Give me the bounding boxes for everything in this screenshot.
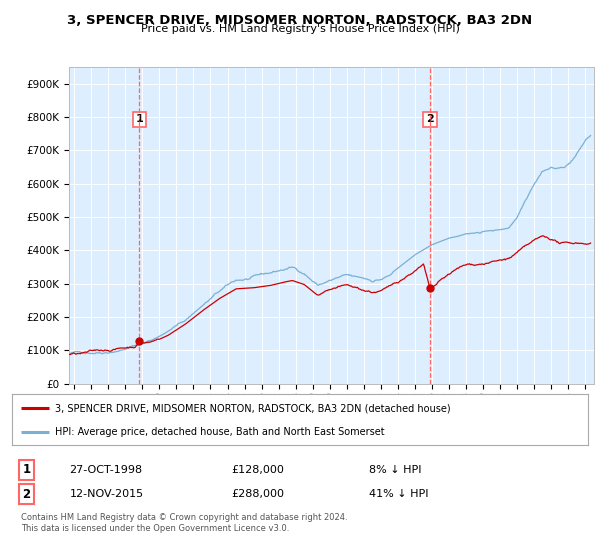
Text: 1: 1 [22,463,31,477]
Text: 3, SPENCER DRIVE, MIDSOMER NORTON, RADSTOCK, BA3 2DN: 3, SPENCER DRIVE, MIDSOMER NORTON, RADST… [67,14,533,27]
Text: 8% ↓ HPI: 8% ↓ HPI [369,465,422,475]
Text: 2: 2 [22,488,31,501]
Text: 27-OCT-1998: 27-OCT-1998 [70,465,143,475]
Text: 2: 2 [426,114,434,124]
Text: Price paid vs. HM Land Registry's House Price Index (HPI): Price paid vs. HM Land Registry's House … [140,24,460,34]
Text: £128,000: £128,000 [231,465,284,475]
Text: Contains HM Land Registry data © Crown copyright and database right 2024.
This d: Contains HM Land Registry data © Crown c… [20,513,347,533]
Text: 12-NOV-2015: 12-NOV-2015 [70,489,144,499]
Text: 3, SPENCER DRIVE, MIDSOMER NORTON, RADSTOCK, BA3 2DN (detached house): 3, SPENCER DRIVE, MIDSOMER NORTON, RADST… [55,403,451,413]
Text: 1: 1 [136,114,143,124]
Text: HPI: Average price, detached house, Bath and North East Somerset: HPI: Average price, detached house, Bath… [55,427,385,437]
Text: £288,000: £288,000 [231,489,284,499]
Text: 41% ↓ HPI: 41% ↓ HPI [369,489,428,499]
